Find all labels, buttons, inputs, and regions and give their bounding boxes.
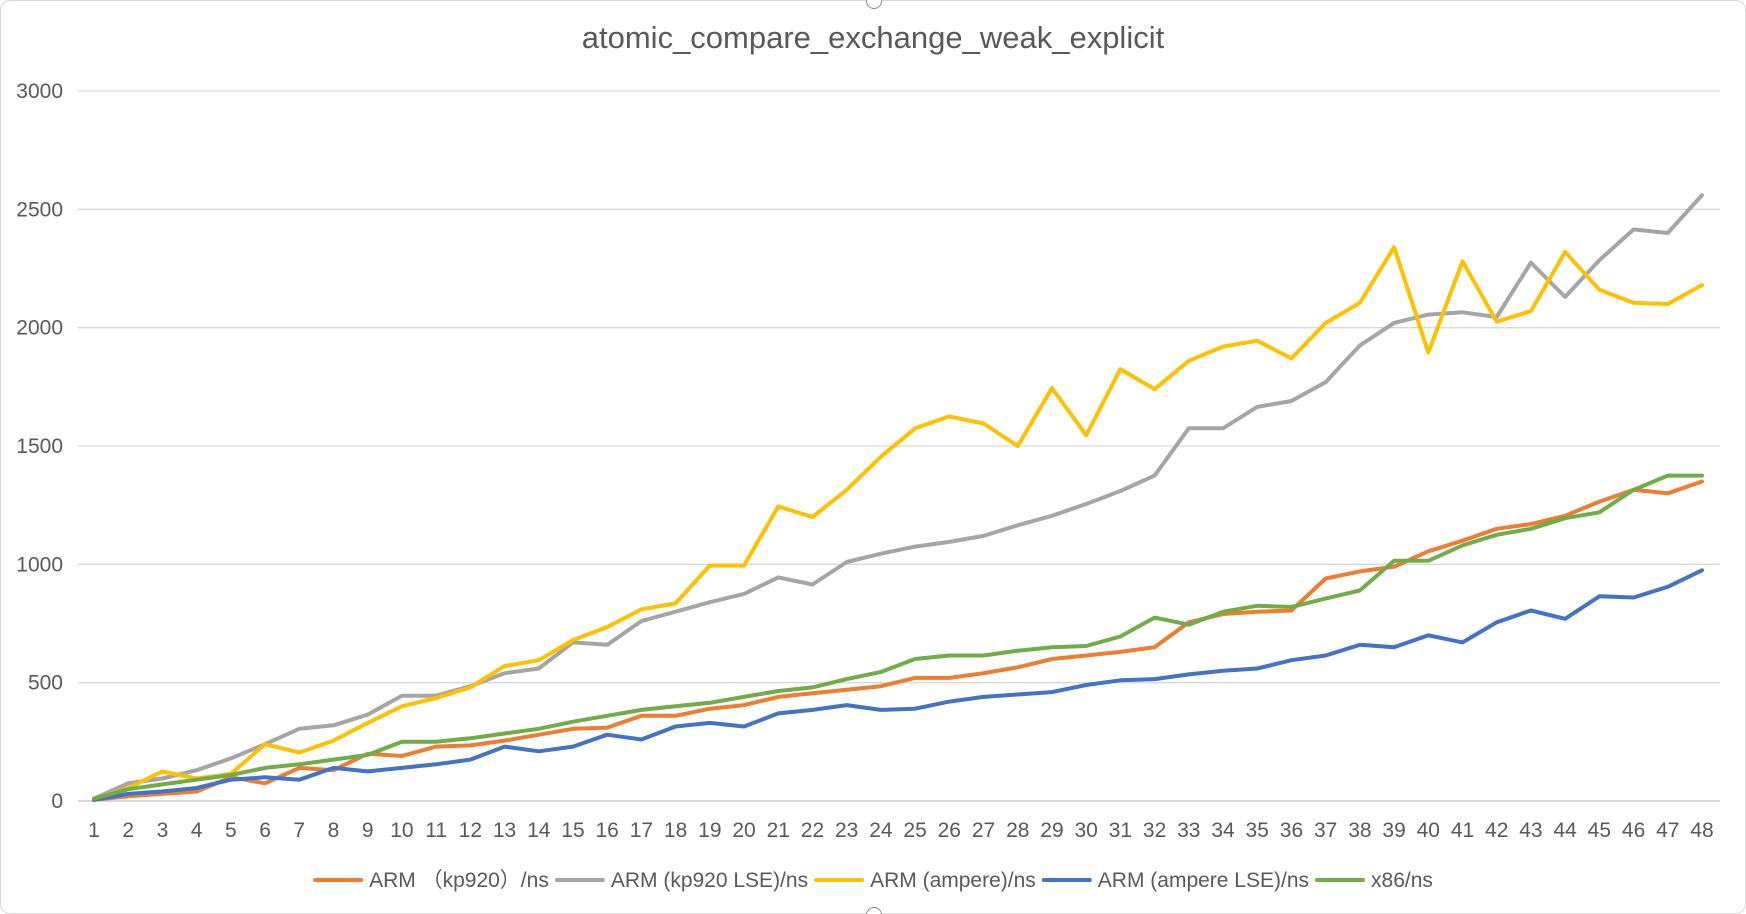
x-tick-label: 47	[1656, 819, 1679, 842]
x-tick-label: 10	[390, 819, 413, 842]
x-tick-label: 46	[1622, 819, 1645, 842]
x-tick-label: 5	[225, 819, 237, 842]
x-tick-label: 26	[938, 819, 961, 842]
y-tick-label: 1000	[16, 553, 63, 576]
x-tick-label: 39	[1382, 819, 1405, 842]
legend-item: x86/ns	[1315, 869, 1433, 892]
x-tick-label: 20	[732, 819, 755, 842]
x-tick-label: 28	[1006, 819, 1029, 842]
x-tick-label: 14	[527, 819, 551, 842]
x-tick-label: 27	[972, 819, 995, 842]
x-tick-label: 33	[1177, 819, 1200, 842]
x-tick-label: 25	[903, 819, 926, 842]
y-tick-label: 500	[28, 672, 63, 695]
y-tick-label: 2500	[16, 198, 63, 221]
legend-label: x86/ns	[1371, 869, 1433, 892]
x-tick-label: 18	[664, 819, 687, 842]
series-line-2	[92, 193, 1704, 801]
x-tick-label: 24	[869, 819, 893, 842]
x-tick-label: 11	[425, 819, 447, 842]
y-axis-tick-labels: 0 500 1000 1500 2000 2500 3000	[16, 80, 63, 813]
x-tick-label: 16	[596, 819, 619, 842]
legend-item: ARM (ampere LSE)/ns	[1041, 869, 1309, 892]
y-tick-label: 0	[51, 790, 63, 813]
legend-label: ARM (kp920 LSE)/ns	[611, 869, 808, 892]
x-tick-label: 17	[630, 819, 653, 842]
x-tick-label: 22	[801, 819, 824, 842]
x-tick-label: 19	[698, 819, 721, 842]
x-tick-label: 9	[362, 819, 374, 842]
gridlines	[78, 90, 1720, 802]
x-tick-label: 37	[1314, 819, 1337, 842]
y-tick-label: 1500	[16, 435, 63, 458]
legend-item: ARM (ampere)/ns	[814, 869, 1036, 892]
legend-label: ARM (ampere)/ns	[870, 869, 1036, 892]
x-tick-label: 31	[1109, 819, 1132, 842]
legend-item: ARM (kp920 LSE)/ns	[554, 869, 808, 892]
x-tick-label: 32	[1143, 819, 1166, 842]
x-tick-label: 1	[88, 819, 100, 842]
x-tick-label: 21	[767, 819, 790, 842]
legend-label: ARM （kp920）/ns	[369, 869, 549, 892]
x-tick-label: 45	[1588, 819, 1611, 842]
x-tick-label: 7	[293, 819, 305, 842]
x-tick-label: 34	[1211, 819, 1235, 842]
x-tick-label: 38	[1348, 819, 1371, 842]
x-tick-label: 40	[1417, 819, 1440, 842]
x-tick-label: 4	[191, 819, 203, 842]
chart-title: atomic_compare_exchange_weak_explicit	[582, 20, 1165, 55]
x-tick-label: 48	[1690, 819, 1713, 842]
x-tick-label: 30	[1074, 819, 1097, 842]
series-line-3	[92, 245, 1704, 801]
legend-label: ARM (ampere LSE)/ns	[1098, 869, 1309, 892]
y-tick-label: 3000	[16, 80, 63, 103]
series-line-5	[92, 473, 1704, 801]
x-tick-label: 44	[1553, 819, 1577, 842]
legend-item: ARM （kp920）/ns	[313, 869, 549, 892]
x-tick-label: 2	[122, 819, 134, 842]
x-tick-label: 36	[1280, 819, 1303, 842]
x-tick-label: 41	[1451, 819, 1474, 842]
series-lines	[92, 193, 1704, 802]
legend: ARM （kp920）/ns ARM (kp920 LSE)/ns ARM (amp…	[313, 869, 1433, 892]
x-tick-label: 23	[835, 819, 858, 842]
x-tick-label: 42	[1485, 819, 1508, 842]
x-tick-label: 35	[1246, 819, 1269, 842]
x-tick-label: 13	[493, 819, 516, 842]
y-tick-label: 2000	[16, 317, 63, 340]
x-tick-label: 12	[459, 819, 482, 842]
x-tick-label: 3	[157, 819, 169, 842]
x-tick-label: 6	[259, 819, 271, 842]
x-tick-label: 43	[1519, 819, 1542, 842]
series-line-4	[92, 568, 1704, 802]
x-tick-label: 8	[328, 819, 340, 842]
x-tick-label: 15	[561, 819, 584, 842]
x-tick-label: 29	[1040, 819, 1063, 842]
x-axis-tick-labels: 1 2 3 4 5 6 7 8 9 10 11 12 13 14 15 16 17 18 19 20 21 22 23 24 2…	[88, 819, 1714, 842]
